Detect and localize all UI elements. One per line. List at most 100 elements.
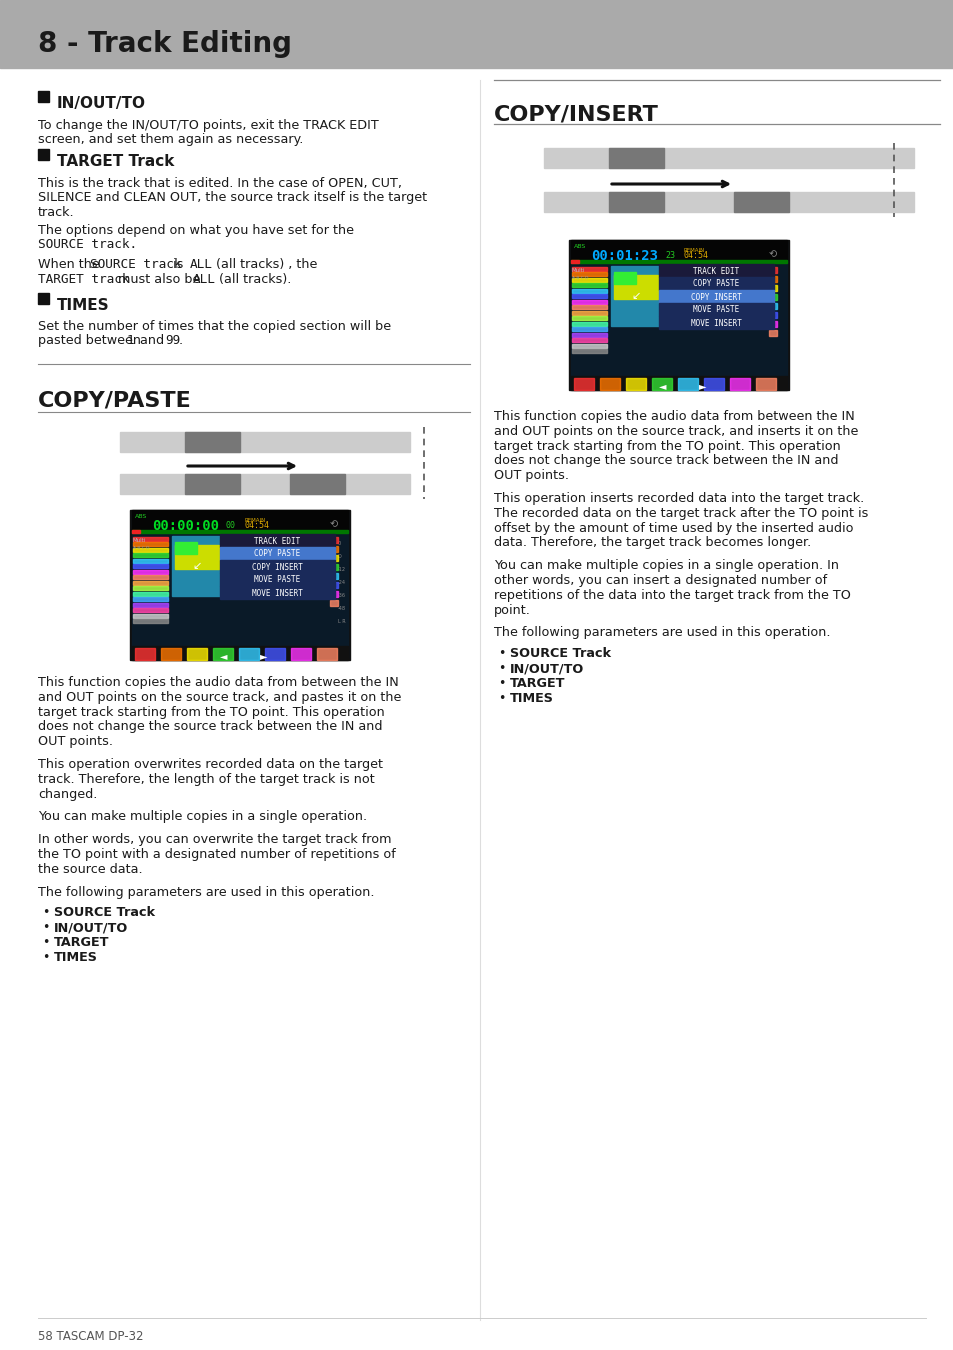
Text: This is the track that is edited. In the case of OPEN, CUT,: This is the track that is edited. In the…	[38, 177, 401, 190]
Bar	[608, 192, 663, 212]
Bar	[330, 564, 337, 570]
Bar	[572, 332, 606, 336]
Text: When the: When the	[38, 258, 104, 271]
Bar	[543, 192, 913, 212]
Bar	[132, 613, 168, 617]
Bar	[574, 378, 594, 390]
Text: You can make multiple copies in a single operation.: You can make multiple copies in a single…	[38, 810, 367, 824]
Text: (all tracks).: (all tracks).	[214, 273, 291, 286]
Bar	[132, 510, 348, 531]
Text: IN/OUT/TO: IN/OUT/TO	[510, 662, 583, 675]
Text: This function copies the audio data from between the IN: This function copies the audio data from…	[38, 676, 398, 688]
Bar	[572, 305, 606, 309]
Text: ALL: ALL	[193, 273, 215, 286]
Bar	[330, 591, 337, 597]
Text: .: .	[179, 333, 183, 347]
Text: 04:54: 04:54	[245, 521, 270, 531]
Text: and OUT points on the source track, and pastes it on the: and OUT points on the source track, and …	[38, 691, 401, 703]
Text: You can make multiple copies in a single operation. In: You can make multiple copies in a single…	[494, 559, 838, 572]
Text: ⟲: ⟲	[768, 248, 777, 259]
Text: COPY INSERT: COPY INSERT	[252, 563, 302, 571]
Bar	[659, 316, 773, 329]
Text: The recorded data on the target track after the TO point is: The recorded data on the target track af…	[494, 506, 867, 520]
Text: COPY/INSERT: COPY/INSERT	[494, 104, 659, 124]
Bar	[572, 338, 606, 342]
Text: the source data.: the source data.	[38, 863, 143, 876]
Text: Multi: Multi	[132, 539, 146, 543]
Text: offset by the amount of time used by the inserted audio: offset by the amount of time used by the…	[494, 521, 853, 535]
Bar	[132, 602, 168, 606]
Text: Multi: Multi	[572, 269, 584, 273]
Bar	[572, 316, 606, 320]
Bar	[768, 329, 776, 336]
Bar	[678, 378, 698, 390]
Bar	[38, 90, 49, 103]
Text: target track starting from the TO point. This operation: target track starting from the TO point.…	[494, 440, 840, 452]
Bar	[220, 535, 335, 547]
Text: MOVE INSERT: MOVE INSERT	[252, 589, 302, 598]
Text: 0: 0	[337, 541, 341, 545]
Text: pasted between: pasted between	[38, 333, 145, 347]
Bar	[132, 597, 168, 601]
Text: 00:00:00: 00:00:00	[152, 518, 219, 533]
Bar	[571, 261, 786, 263]
Text: repetitions of the data into the target track from the TO: repetitions of the data into the target …	[494, 589, 850, 602]
Text: -48: -48	[337, 606, 346, 612]
Bar	[120, 432, 410, 452]
Text: is: is	[169, 258, 187, 271]
Bar	[132, 559, 168, 563]
Bar	[132, 554, 168, 558]
Bar	[220, 572, 335, 586]
Bar	[132, 531, 348, 533]
Bar	[132, 536, 168, 540]
Text: TARGET track: TARGET track	[38, 273, 130, 286]
Bar	[38, 293, 49, 304]
Text: ABS: ABS	[135, 514, 147, 518]
Text: COPY PASTE: COPY PASTE	[692, 279, 739, 289]
Bar	[265, 648, 285, 660]
Bar	[614, 275, 658, 298]
Text: (all tracks) , the: (all tracks) , the	[212, 258, 317, 271]
Bar	[543, 148, 913, 167]
Text: D: D	[337, 554, 341, 559]
Text: -24: -24	[337, 580, 346, 585]
Bar	[290, 474, 345, 494]
Bar	[38, 148, 49, 161]
Text: The following parameters are used in this operation.: The following parameters are used in thi…	[38, 886, 375, 899]
Text: In other words, you can overwrite the target track from: In other words, you can overwrite the ta…	[38, 833, 391, 846]
Text: 04:54: 04:54	[683, 251, 708, 261]
Bar	[572, 278, 606, 282]
Bar	[768, 294, 776, 300]
Text: REMAIN: REMAIN	[245, 518, 266, 522]
Bar	[733, 192, 788, 212]
Bar	[330, 555, 337, 562]
Bar	[571, 240, 786, 261]
Text: L R: L R	[337, 620, 345, 624]
Text: SOURCE track.: SOURCE track.	[38, 238, 137, 251]
Bar	[568, 240, 788, 390]
Text: and OUT points on the source track, and inserts it on the: and OUT points on the source track, and …	[494, 425, 858, 437]
Bar	[571, 242, 786, 387]
Bar	[174, 545, 219, 568]
Text: •: •	[497, 691, 505, 705]
Bar	[132, 575, 168, 579]
Bar	[132, 512, 348, 657]
Bar	[768, 285, 776, 292]
Bar	[572, 284, 606, 288]
Bar	[161, 648, 181, 660]
Text: COPY INSERT: COPY INSERT	[690, 293, 740, 301]
Text: 00: 00	[226, 521, 235, 531]
Bar	[572, 310, 606, 315]
Text: ◄: ◄	[220, 651, 227, 661]
Bar	[213, 648, 233, 660]
Text: target track starting from the TO point. This operation: target track starting from the TO point.…	[38, 706, 384, 718]
Text: MOVE PASTE: MOVE PASTE	[253, 575, 300, 585]
Text: 8 - Track Editing: 8 - Track Editing	[38, 30, 292, 58]
Text: MOVE PASTE: MOVE PASTE	[692, 305, 739, 315]
Text: ABS: ABS	[574, 244, 586, 248]
Bar	[132, 564, 168, 568]
Text: data. Therefore, the target track becomes longer.: data. Therefore, the target track become…	[494, 536, 810, 549]
Text: TRACK EDIT: TRACK EDIT	[253, 536, 300, 545]
Text: •: •	[42, 950, 50, 964]
Text: •: •	[42, 906, 50, 919]
